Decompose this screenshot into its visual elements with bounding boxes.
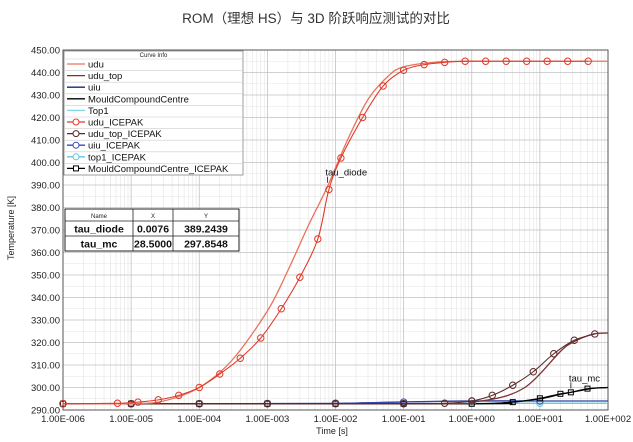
y-tick-label: 450.00 — [31, 46, 60, 57]
marker-table-cell: 297.8548 — [184, 239, 228, 251]
legend-marker-mouldcompoundcentre-icepak — [74, 166, 79, 171]
marker-table-header: Name — [91, 214, 108, 220]
y-tick-label: 430.00 — [31, 91, 60, 102]
y-axis-label: Temperature [K] — [6, 196, 16, 260]
legend-marker-top1-icepak — [73, 154, 79, 160]
legend-label-udu-top: udu_top — [88, 71, 122, 82]
x-axis-label: Time [s] — [316, 426, 348, 436]
x-tick-label: 1.00E-004 — [177, 414, 221, 425]
y-tick-label: 330.00 — [31, 316, 60, 327]
y-tick-label: 380.00 — [31, 203, 60, 214]
legend-label-udu-icepak: udu_ICEPAK — [88, 118, 144, 129]
y-tick-label: 440.00 — [31, 68, 60, 79]
x-tick-label: 1.00E-003 — [245, 414, 289, 425]
legend-label-udu: udu — [88, 60, 104, 71]
y-tick-label: 400.00 — [31, 158, 60, 169]
y-tick-label: 310.00 — [31, 361, 60, 372]
marker-table-cell: 389.2439 — [184, 224, 228, 236]
y-tick-label: 350.00 — [31, 271, 60, 282]
y-tick-label: 300.00 — [31, 383, 60, 394]
legend-label-mouldcompoundcentre-icepak: MouldCompoundCentre_ICEPAK — [88, 164, 229, 175]
y-tick-label: 360.00 — [31, 248, 60, 259]
x-tick-label: 1.00E+002 — [585, 414, 631, 425]
x-tick-label: 1.00E-005 — [109, 414, 153, 425]
marker-table-cell: tau_mc — [81, 239, 118, 251]
legend-label-top1-icepak: top1_ICEPAK — [88, 152, 147, 163]
y-tick-label: 340.00 — [31, 293, 60, 304]
x-tick-label: 1.00E-001 — [382, 414, 426, 425]
y-tick-label: 410.00 — [31, 136, 60, 147]
marker-table-cell: tau_diode — [74, 224, 124, 236]
y-tick-label: 420.00 — [31, 113, 60, 124]
legend-label-mouldcompoundcentre: MouldCompoundCentre — [88, 94, 189, 105]
chart-title: ROM（理想 HS）与 3D 阶跃响应测试的对比 — [182, 10, 450, 26]
y-tick-label: 390.00 — [31, 181, 60, 192]
marker-table-cell: 0.0076 — [137, 224, 169, 236]
x-tick-label: 1.00E-006 — [41, 414, 85, 425]
x-tick-label: 1.00E+000 — [449, 414, 495, 425]
legend: Curve Infouduudu_topuiuMouldCompoundCent… — [64, 51, 243, 175]
legend-label-uiu: uiu — [88, 83, 101, 94]
x-tick-label: 1.00E+001 — [517, 414, 563, 425]
marker-table-cell: 28.5000 — [134, 239, 172, 251]
annotation-tau-diode: tau_diode — [325, 168, 367, 179]
legend-title: Curve Info — [140, 53, 168, 59]
legend-label-udu-top-icepak: udu_top_ICEPAK — [88, 129, 162, 140]
legend-marker-udu-top-icepak — [73, 131, 79, 137]
y-tick-label: 370.00 — [31, 226, 60, 237]
x-tick-label: 1.00E-002 — [314, 414, 358, 425]
marker-table-header: Y — [204, 214, 208, 220]
marker-table-header: X — [151, 214, 155, 220]
annotation-tau-mc: tau_mc — [569, 373, 600, 384]
legend-marker-uiu-icepak — [73, 142, 79, 148]
legend-label-uiu-icepak: uiu_ICEPAK — [88, 141, 141, 152]
legend-marker-udu-icepak — [73, 119, 79, 125]
y-tick-label: 320.00 — [31, 338, 60, 349]
legend-label-top1: Top1 — [88, 106, 109, 117]
